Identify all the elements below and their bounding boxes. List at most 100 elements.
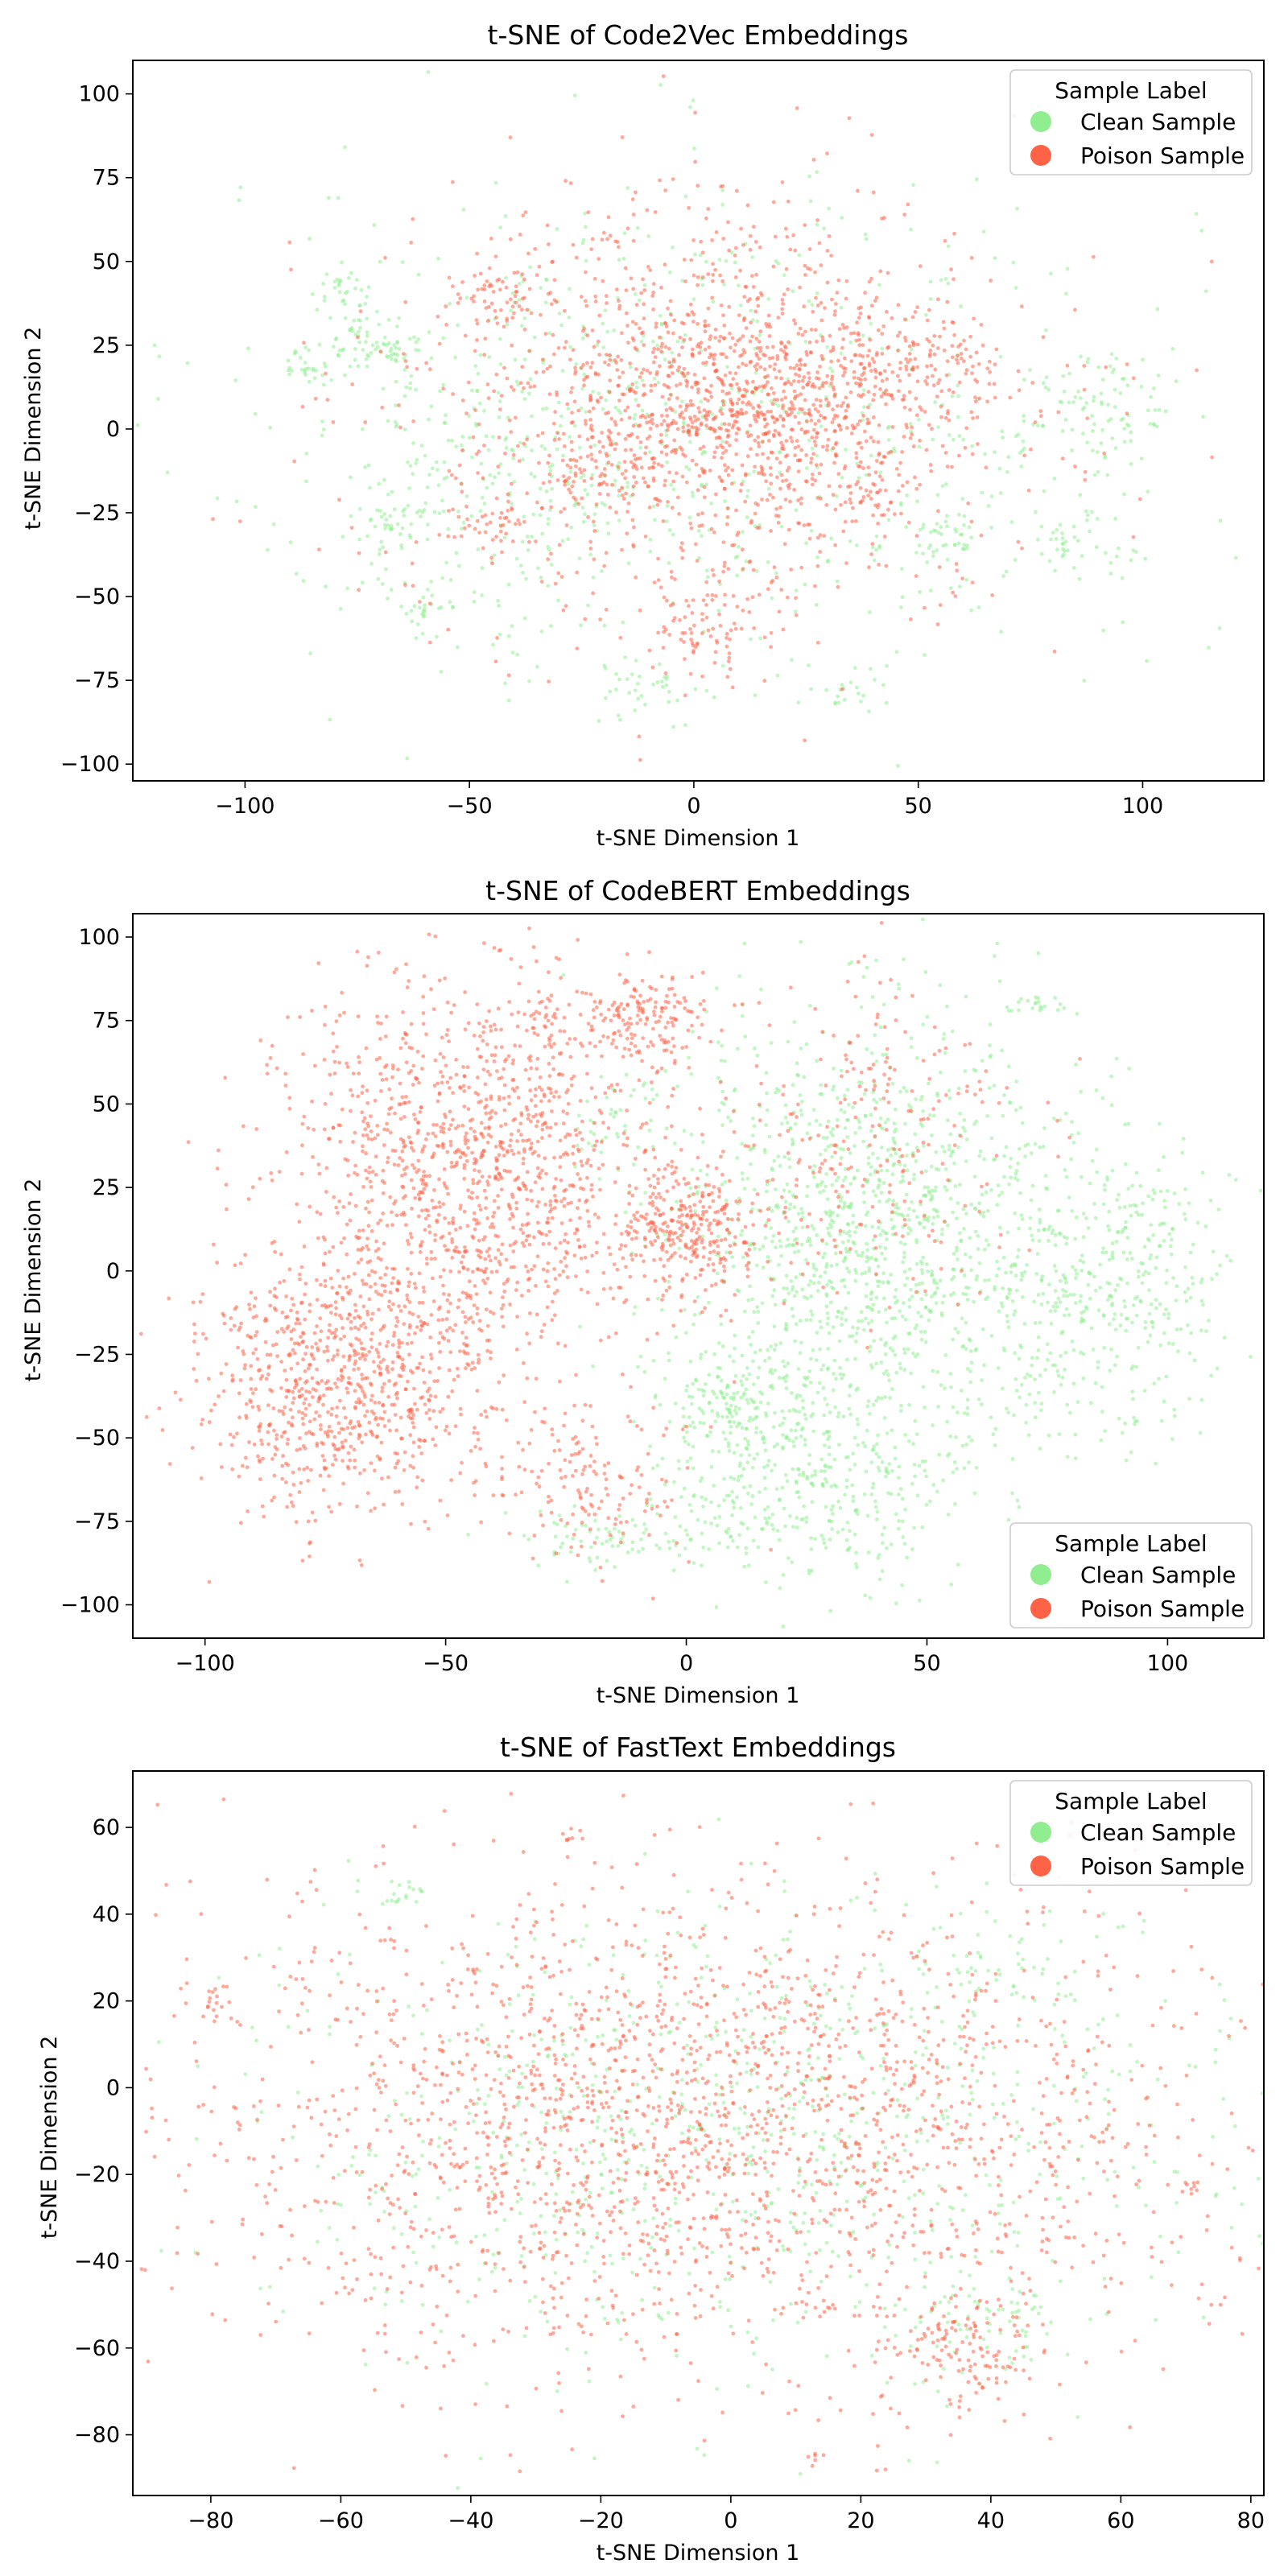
scatter-point [632,389,636,394]
scatter-point [695,1191,700,1196]
scatter-point [865,1047,869,1051]
scatter-point [1215,1272,1219,1277]
scatter-point [826,1226,830,1231]
scatter-point [1099,1438,1104,1443]
scatter-point [1094,545,1099,550]
scatter-point [599,395,603,400]
scatter-point [687,415,692,419]
scatter-point [809,529,814,533]
scatter-point [337,290,342,295]
scatter-point [512,311,516,316]
scatter-point [1067,371,1071,376]
scatter-point [745,1176,750,1181]
scatter-point [559,323,564,328]
scatter-point [948,1196,953,1201]
scatter-point [675,471,679,476]
scatter-point [670,575,674,580]
scatter-point [869,1165,873,1170]
scatter-point [696,417,700,422]
scatter-point [914,1237,919,1242]
scatter-point [1059,1354,1063,1358]
scatter-point [382,477,386,482]
scatter-point [878,269,883,274]
scatter-point [950,394,955,398]
scatter-point [950,1029,955,1034]
scatter-point [902,1351,907,1356]
scatter-point [211,517,215,522]
scatter-point [520,365,525,369]
scatter-point [744,559,749,564]
scatter-point [840,683,844,687]
scatter-point [821,415,826,420]
scatter-point [713,327,718,332]
scatter-point [680,279,684,283]
scatter-point [797,421,801,425]
scatter-point [825,444,830,448]
scatter-point [630,382,635,386]
scatter-point [835,1096,840,1100]
scatter-point [781,302,785,306]
scatter-point [993,362,997,366]
scatter-point [943,451,948,455]
scatter-point [652,346,657,351]
scatter-point [802,1294,807,1299]
scatter-point [829,381,833,386]
scatter-point [667,561,671,565]
scatter-point [708,410,712,414]
scatter-point [771,200,776,204]
scatter-point [995,1274,999,1278]
scatter-point [739,1232,743,1237]
scatter-point [860,373,865,378]
scatter-point [642,383,646,387]
scatter-point [712,357,716,361]
scatter-point [795,1072,799,1077]
scatter-point [980,1402,984,1406]
scatter-point [696,184,700,188]
scatter-point [1025,1372,1030,1377]
scatter-point [671,246,675,250]
scatter-point [663,402,668,407]
scatter-point [643,702,647,707]
scatter-point [485,382,490,386]
scatter-point [680,548,685,553]
scatter-point [336,196,341,200]
scatter-point [1130,1257,1134,1261]
scatter-point [878,1116,883,1121]
scatter-point [412,335,416,340]
scatter-point [919,1314,923,1319]
scatter-point [1058,399,1063,404]
scatter-point [811,402,815,407]
scatter-point [555,227,559,231]
scatter-point [969,1268,973,1273]
scatter-point [844,448,848,452]
scatter-point [800,1398,805,1403]
scatter-point [908,436,913,440]
scatter-point [566,537,571,542]
scatter-point [1179,1327,1183,1331]
scatter-point [849,431,854,436]
scatter-point [436,314,440,319]
scatter-point [680,345,684,349]
scatter-point [882,535,887,539]
scatter-point [1039,524,1044,529]
scatter-point [968,1369,972,1373]
scatter-point [659,345,664,349]
scatter-point [585,492,590,497]
scatter-point [1159,1418,1164,1423]
scatter-point [969,410,974,415]
scatter-point [791,1193,795,1198]
scatter-point [932,1113,936,1118]
scatter-point [684,1331,688,1335]
scatter-point [836,358,840,363]
scatter-point [962,1274,967,1278]
scatter-point [863,1270,868,1275]
scatter-point [632,475,637,479]
scatter-point [573,464,578,469]
scatter-point [1107,1294,1112,1298]
scatter-point [914,413,919,418]
scatter-point [574,255,579,260]
scatter-point [478,509,483,514]
scatter-point [980,1059,985,1063]
scatter-point [642,316,646,320]
scatter-point [1077,576,1082,581]
